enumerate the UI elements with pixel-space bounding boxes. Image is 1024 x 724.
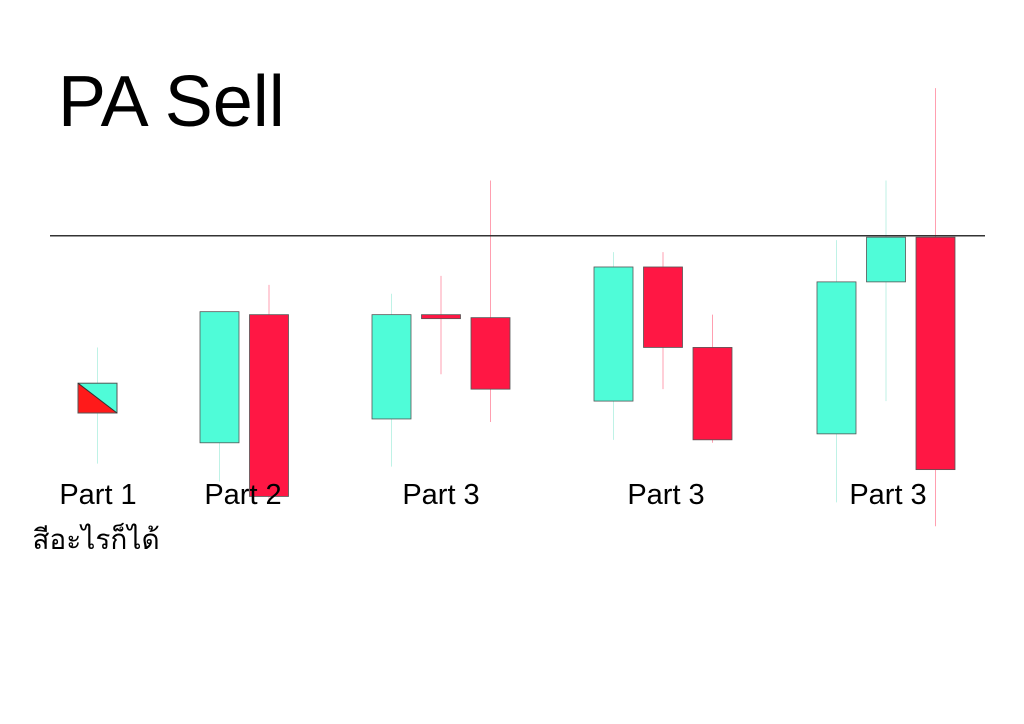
candle-outline <box>77 382 118 414</box>
candle-body-bear <box>915 236 956 471</box>
candle-body-bear <box>643 266 683 348</box>
part-2-label: Part 2 <box>204 479 281 511</box>
candle-diagonal <box>77 382 118 414</box>
part-3-label-c: Part 3 <box>849 479 926 511</box>
candle-body-bull <box>866 236 906 283</box>
candle-body-bear <box>470 317 511 390</box>
candle-body-bull <box>593 266 634 402</box>
candle-body-bear <box>692 347 733 441</box>
candle-body-bull <box>816 281 857 435</box>
part-1-label: Part 1 <box>59 479 136 511</box>
candles-layer <box>77 88 956 527</box>
candle-body-bear <box>249 314 289 497</box>
candle-body-bull <box>371 314 412 420</box>
any-color-note: สีอะไรก็ได้ <box>32 522 159 556</box>
any-color-candle <box>77 382 118 414</box>
part-3-label-b: Part 3 <box>627 479 704 511</box>
candle-body-bull <box>199 311 240 444</box>
part-3-label-a: Part 3 <box>402 479 479 511</box>
page-title: PA Sell <box>58 62 285 142</box>
candle-body-bear <box>421 314 461 320</box>
